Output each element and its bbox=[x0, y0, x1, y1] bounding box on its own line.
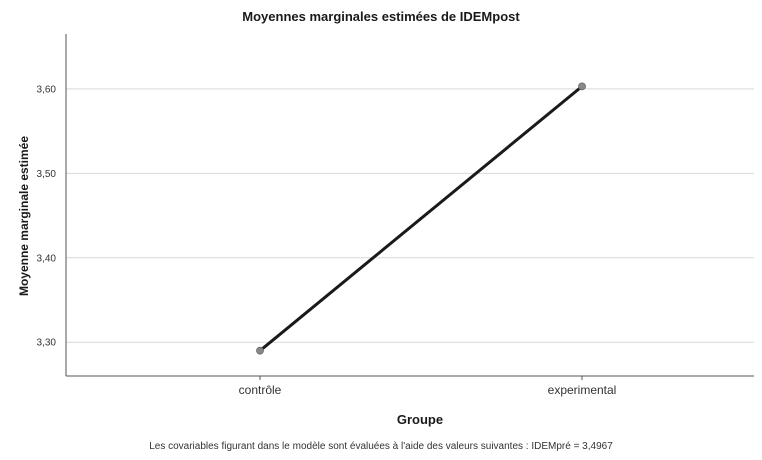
series-line bbox=[258, 84, 584, 353]
y-tick-label: 3,30 bbox=[37, 338, 57, 349]
x-axis-title: Groupe bbox=[396, 412, 444, 427]
chart-title: Moyennes marginales estimées de IDEMpost bbox=[242, 9, 520, 24]
series-layer bbox=[256, 82, 586, 355]
gridlines bbox=[66, 88, 754, 343]
data-point bbox=[578, 82, 586, 91]
axes bbox=[65, 34, 754, 380]
covariate-footnote: Les covariables figurant dans le modèle … bbox=[149, 441, 613, 452]
y-tick-label: 3,60 bbox=[37, 84, 57, 95]
y-tick-label: 3,50 bbox=[37, 169, 57, 180]
data-point bbox=[256, 346, 264, 355]
tick-labels: 3,30 3,40 3,50 3,60 contrôle experimental bbox=[37, 84, 617, 397]
x-tick-label: contrôle bbox=[239, 383, 282, 397]
x-tick-label: experimental bbox=[548, 383, 617, 397]
y-tick-label: 3,40 bbox=[37, 253, 57, 264]
